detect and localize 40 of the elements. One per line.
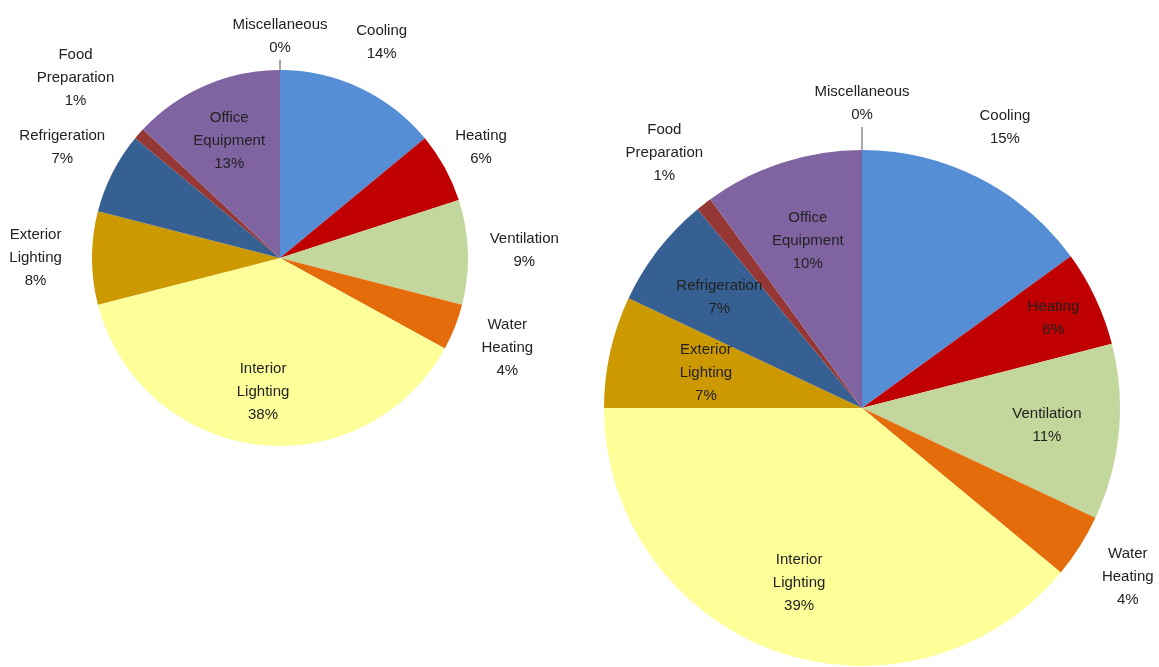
data-label: 38% [248, 405, 279, 423]
data-label: 4% [1116, 589, 1139, 607]
data-label: 6% [470, 149, 492, 167]
data-label: 8% [24, 271, 47, 289]
slice-label: Cooling [979, 106, 1031, 124]
data-label: 1% [64, 90, 87, 108]
text: 0% [851, 105, 873, 123]
slice-label: Heating [1027, 296, 1080, 314]
slice-label: Heating [455, 126, 507, 144]
data-label: 7% [708, 298, 731, 316]
slice-label: Office Equipment [193, 107, 266, 148]
slice-label: Interior Lighting [236, 359, 290, 400]
data-label: 10% [792, 254, 823, 272]
data-label: 14% [366, 43, 397, 61]
data-label: 6% [1042, 319, 1065, 337]
data-label: 39% [784, 595, 815, 613]
slice-label: Ventilation [489, 228, 559, 246]
data-label: 9% [513, 251, 536, 269]
text: 0% [269, 37, 291, 55]
slice-label: Food Preparation [625, 120, 704, 161]
slice-label: Water Heating [481, 315, 534, 356]
data-label: 13% [214, 153, 245, 171]
slice-label: Interior Lighting [772, 549, 826, 590]
data-label: 15% [989, 129, 1020, 147]
category-label: Miscellaneous [232, 14, 328, 32]
data-label: 7% [51, 148, 74, 166]
slice-label: Office Equipment [771, 208, 845, 249]
slice-label: Exterior Lighting [9, 225, 62, 266]
category-label: Miscellaneous [814, 82, 910, 100]
slice-label: Water Heating [1101, 543, 1154, 584]
slice-label: Refrigeration [676, 275, 763, 293]
data-label: 11% [1032, 427, 1062, 445]
slice-label: Refrigeration [19, 125, 106, 143]
slice-label: Exterior Lighting [679, 340, 733, 381]
slice-label: Cooling [356, 20, 408, 38]
data-label: 1% [653, 166, 676, 184]
data-label: 4% [496, 361, 519, 379]
slice-label: Ventilation [1012, 404, 1082, 422]
data-label: 7% [695, 386, 717, 404]
slice-label: Food Preparation [36, 44, 115, 85]
